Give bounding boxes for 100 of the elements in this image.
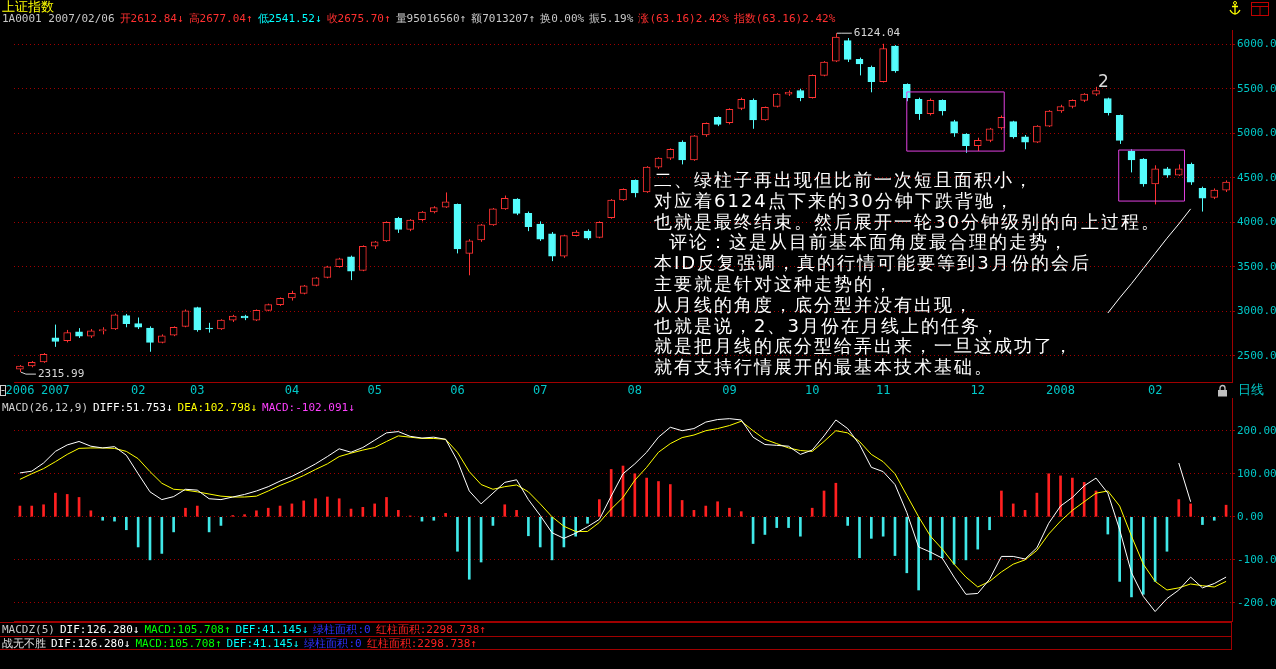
- text: 换0.00%: [540, 12, 585, 25]
- bar: [1201, 516, 1204, 525]
- x-tick-label: 05: [367, 383, 382, 398]
- candlestick: [808, 74, 817, 100]
- annotation: 评论：这是从目前基本面角度最合理的走势，: [668, 231, 1071, 254]
- annotation: 就有支持行情展开的最基本技术基础。: [654, 356, 995, 378]
- bar: [668, 484, 672, 517]
- bar: [172, 516, 175, 533]
- candlestick: [1186, 162, 1195, 186]
- y-tick-label: -200.0: [1237, 595, 1276, 609]
- bar: [1011, 503, 1015, 517]
- candlestick: [536, 220, 545, 242]
- candlestick: [465, 238, 474, 276]
- bar: [598, 499, 601, 517]
- text: MACD:105.708↑: [144, 623, 231, 636]
- text: 振5.19%: [589, 12, 634, 25]
- x-tick-label: 02: [1147, 383, 1163, 398]
- x-tick-label: 07: [533, 383, 548, 398]
- x-tick-label: 2006: [5, 383, 35, 398]
- bar: [527, 516, 530, 537]
- candlestick: [843, 37, 852, 63]
- x-tick-label: 06: [450, 383, 465, 398]
- bar: [396, 510, 400, 517]
- bar: [467, 516, 471, 580]
- annotation: 就是把月线的底分型给弄出来，一旦这成功了，: [654, 335, 1075, 358]
- bar: [586, 516, 589, 524]
- bar: [125, 516, 128, 531]
- text: DIF:126.280↓: [59, 623, 140, 636]
- bar: [1212, 516, 1216, 521]
- bar: [30, 505, 34, 517]
- bar: [645, 477, 648, 517]
- bar: [917, 516, 920, 591]
- candlestick: [1139, 157, 1148, 188]
- bar: [538, 516, 542, 548]
- candlestick: [1198, 186, 1207, 213]
- y-tick-label: -100.0: [1237, 552, 1276, 566]
- text: 绿柱面积:0: [313, 623, 371, 636]
- annotation: 对应着6124点下来的30分钟下跌背驰，: [654, 189, 1016, 212]
- annotation: 主要就是针对这种走势的，: [654, 272, 895, 295]
- text: MACDZ(5): [2, 623, 55, 636]
- annotation: 二、绿柱子再出现但比前一次短且面积小，: [654, 169, 1035, 191]
- text: 战无不胜: [2, 637, 46, 650]
- bar: [456, 516, 459, 552]
- annotation: 从月线的角度，底分型并没有出现，: [654, 293, 975, 316]
- bar: [704, 505, 708, 517]
- chart-subtitle: 1A0001 2007/02/06: [2, 12, 115, 25]
- x-tick-label: 10: [804, 383, 820, 398]
- y-tick-label: 5000.0: [1237, 126, 1276, 140]
- candlestick: [193, 306, 202, 333]
- x-tick-label: 03: [190, 383, 205, 398]
- bar: [1141, 516, 1145, 595]
- candlestick: [146, 325, 154, 353]
- bar: [870, 516, 873, 539]
- bar: [243, 514, 246, 517]
- text: 涨(63.16)2.42%: [638, 12, 729, 25]
- y-tick-label: 3500.0: [1237, 259, 1276, 273]
- bar: [657, 481, 660, 517]
- candlestick: [205, 322, 213, 334]
- chart-title: MACD(26,12,9): [2, 401, 89, 414]
- bar: [716, 501, 719, 517]
- bar: [444, 513, 447, 517]
- text: 额7013207↑: [471, 12, 536, 25]
- text: 指数(63.16)2.42%: [733, 12, 836, 25]
- bar: [1177, 499, 1181, 517]
- text: 绿柱面积:0: [304, 637, 362, 650]
- y-tick-label: 3000.0: [1237, 304, 1276, 318]
- x-tick-label: 02: [130, 383, 146, 398]
- candlestick: [749, 98, 757, 130]
- bar: [373, 503, 376, 517]
- bar: [609, 469, 613, 517]
- bar: [810, 507, 814, 517]
- candlestick: [962, 132, 970, 154]
- text: 收2675.70↑: [326, 12, 391, 25]
- x-tick-label: 09: [722, 383, 737, 398]
- bar: [739, 511, 743, 517]
- x-tick-label: 12: [970, 383, 985, 398]
- bar: [1071, 477, 1074, 517]
- bar: [432, 516, 436, 521]
- bar: [929, 516, 932, 561]
- bar: [1047, 473, 1051, 517]
- bar: [1000, 490, 1003, 517]
- candlestick: [1115, 114, 1124, 145]
- annotation: 2: [1098, 70, 1109, 91]
- text: 红柱面积:2298.738↑: [375, 623, 486, 636]
- bar: [905, 516, 909, 574]
- bar: [1189, 503, 1192, 517]
- bar: [255, 510, 258, 517]
- annotation: 2315.99: [37, 366, 85, 380]
- bar: [633, 473, 637, 517]
- bar: [846, 516, 850, 526]
- bar: [385, 497, 388, 517]
- candlestick: [607, 198, 616, 220]
- y-tick-label: 2500.0: [1237, 348, 1276, 362]
- chart-title: 上证指数: [2, 0, 54, 14]
- text: 量95016560↑: [395, 12, 467, 25]
- x-tick-label: 2008: [1046, 383, 1075, 398]
- annotation: 本ID反复强调，真的行情可能要等到3月份的会后: [654, 252, 1092, 274]
- bar: [65, 494, 69, 517]
- candlestick: [1151, 164, 1159, 205]
- bar: [858, 516, 861, 559]
